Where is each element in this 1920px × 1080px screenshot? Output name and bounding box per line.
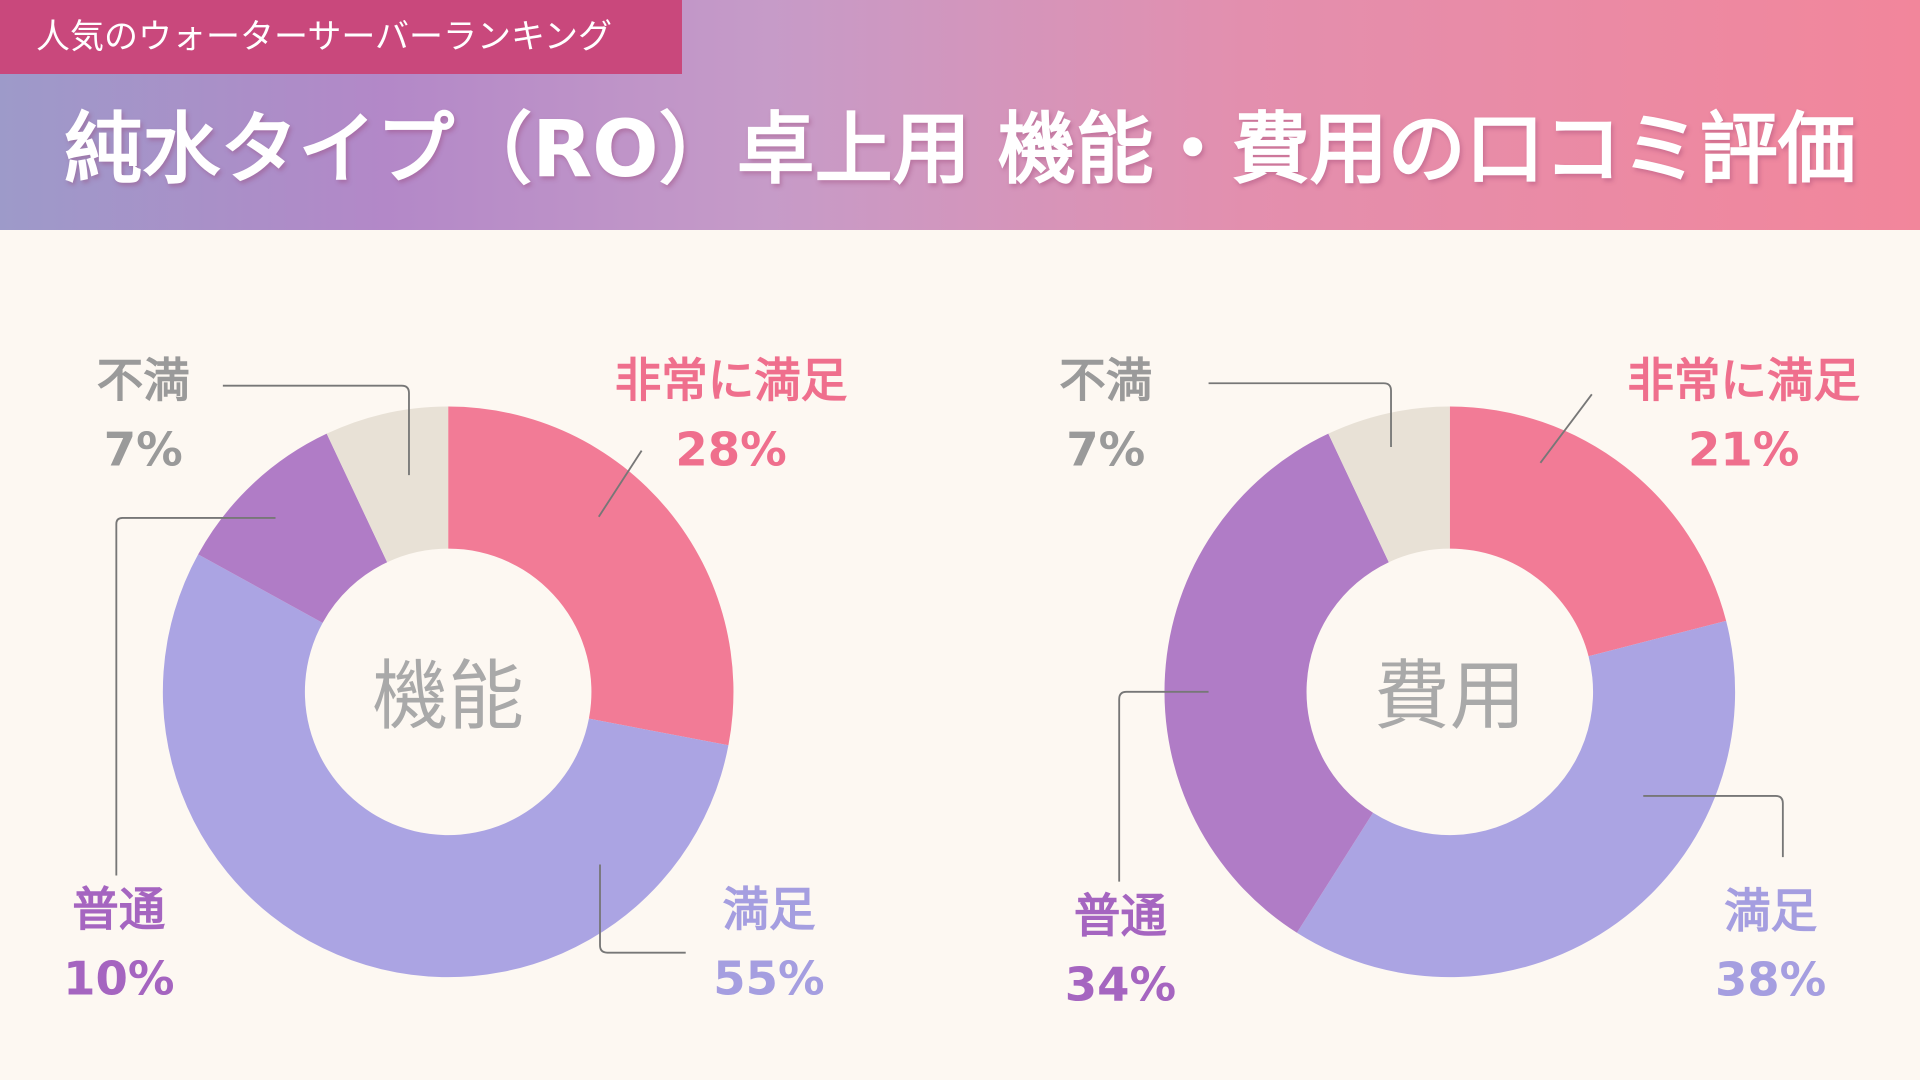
category-label: 非常に満足 <box>1627 354 1860 408</box>
leader-line <box>1208 382 1392 447</box>
chart-kinou: 非常に満足 28% 満足 55% 普通 10% 不満 7% 機能 <box>63 354 848 1006</box>
leader-lines <box>115 382 1784 954</box>
percent-label: 10% <box>63 951 174 1005</box>
slice-2 <box>198 433 388 623</box>
leader-line <box>1118 690 1209 882</box>
category-label: 普通 <box>1074 889 1168 943</box>
center-title: 費用 <box>1374 653 1526 741</box>
percent-label: 28% <box>675 422 786 476</box>
category-label: 不満 <box>1059 354 1152 408</box>
percent-label: 21% <box>1688 422 1799 476</box>
center-title: 機能 <box>372 653 524 741</box>
slice-2 <box>1164 433 1389 933</box>
ranking-badge: 人気のウォーターサーバーランキング <box>0 0 682 74</box>
percent-label: 38% <box>1715 953 1826 1007</box>
leader-line <box>115 517 276 876</box>
chart-hiyou: 非常に満足 21% 満足 38% 普通 34% 不満 7% 費用 <box>1059 354 1860 1012</box>
leader-line <box>1643 795 1784 858</box>
leader-line <box>599 864 686 954</box>
percent-label: 7% <box>1066 422 1145 476</box>
category-label: 非常に満足 <box>615 354 848 408</box>
leader-line <box>598 450 643 518</box>
slice-0 <box>1449 406 1727 657</box>
category-label: 不満 <box>97 354 190 408</box>
slice-0 <box>448 406 734 746</box>
leader-line <box>222 384 410 476</box>
leader-line <box>1539 393 1593 464</box>
slice-3 <box>326 406 449 563</box>
category-label: 満足 <box>722 883 816 937</box>
slice-1 <box>1296 620 1736 978</box>
header-banner: 人気のウォーターサーバーランキング 純水タイプ（RO）卓上用 機能・費用の口コミ… <box>0 0 1920 230</box>
category-label: 満足 <box>1724 884 1818 938</box>
category-label: 普通 <box>72 883 166 937</box>
slice-1 <box>162 554 729 978</box>
page-title: 純水タイプ（RO）卓上用 機能・費用の口コミ評価 <box>64 105 1856 195</box>
slice-3 <box>1328 406 1450 563</box>
percent-label: 34% <box>1065 957 1176 1011</box>
percent-label: 7% <box>104 422 183 476</box>
percent-label: 55% <box>713 951 824 1005</box>
